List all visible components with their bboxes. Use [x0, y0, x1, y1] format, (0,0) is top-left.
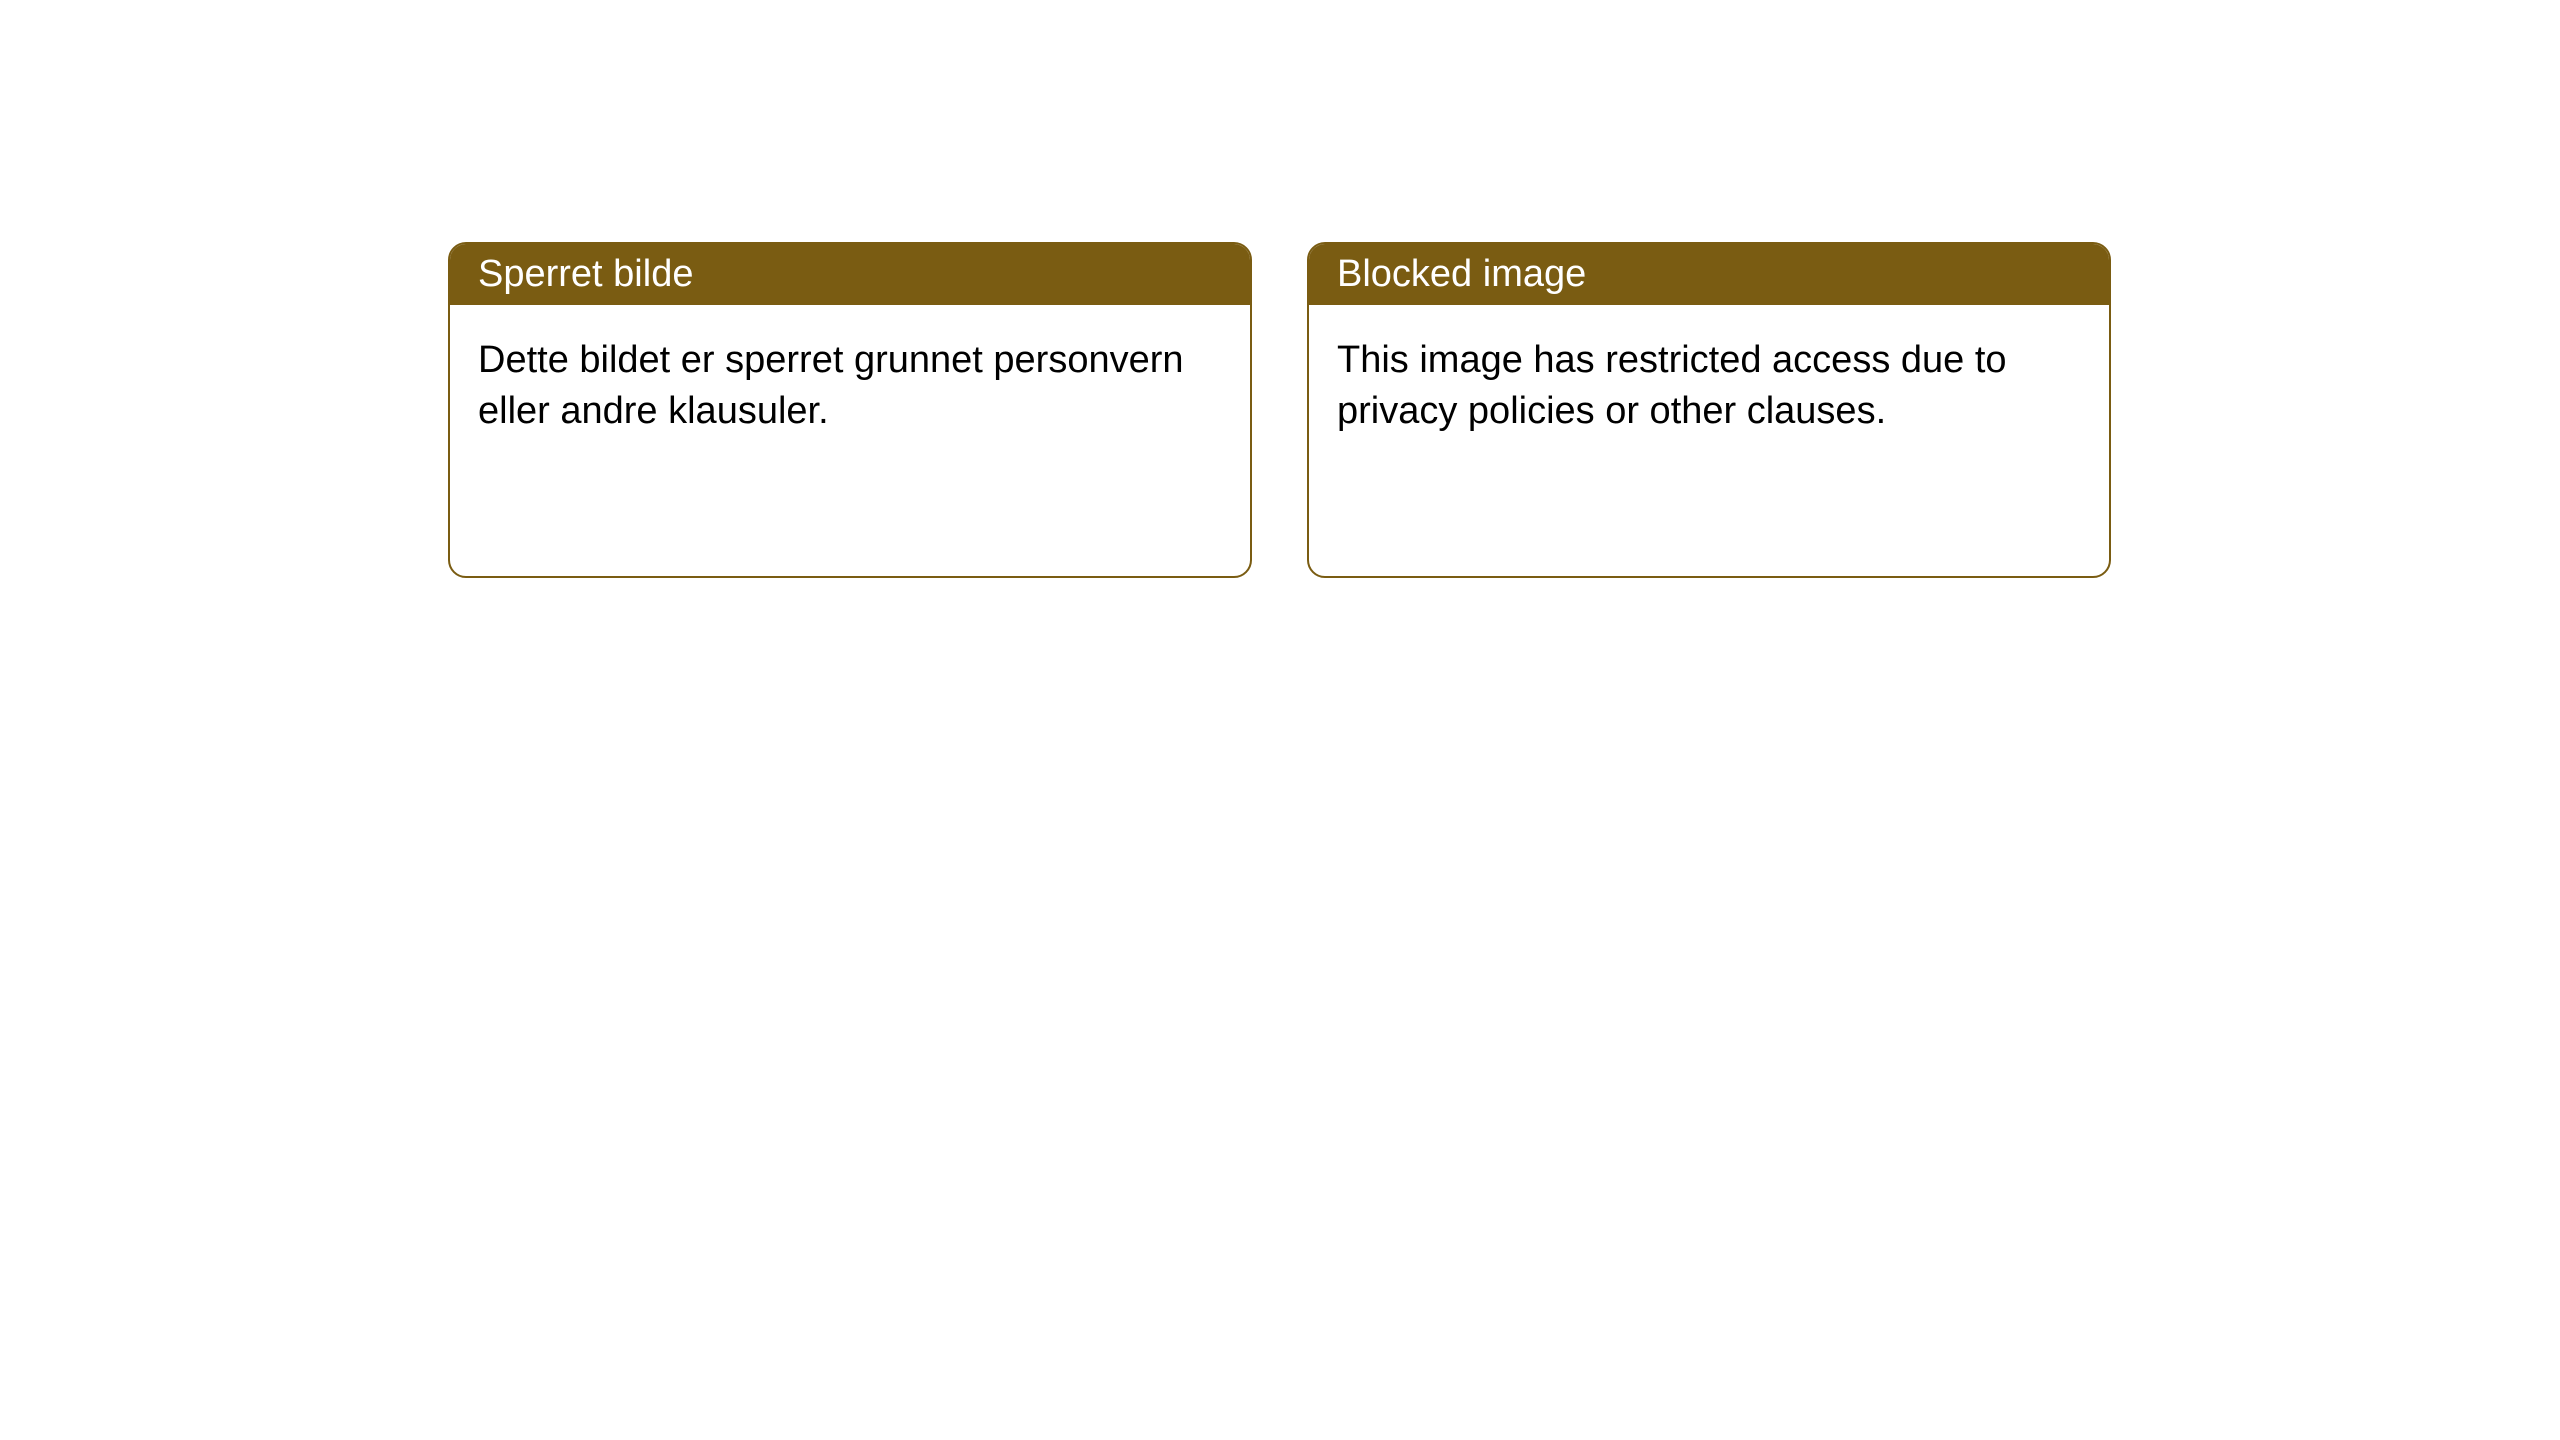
notice-title: Blocked image: [1309, 244, 2109, 305]
notice-title: Sperret bilde: [450, 244, 1250, 305]
notice-body: This image has restricted access due to …: [1309, 305, 2109, 468]
notice-container: Sperret bilde Dette bildet er sperret gr…: [0, 0, 2560, 578]
notice-box-english: Blocked image This image has restricted …: [1307, 242, 2111, 578]
notice-box-norwegian: Sperret bilde Dette bildet er sperret gr…: [448, 242, 1252, 578]
notice-body: Dette bildet er sperret grunnet personve…: [450, 305, 1250, 468]
